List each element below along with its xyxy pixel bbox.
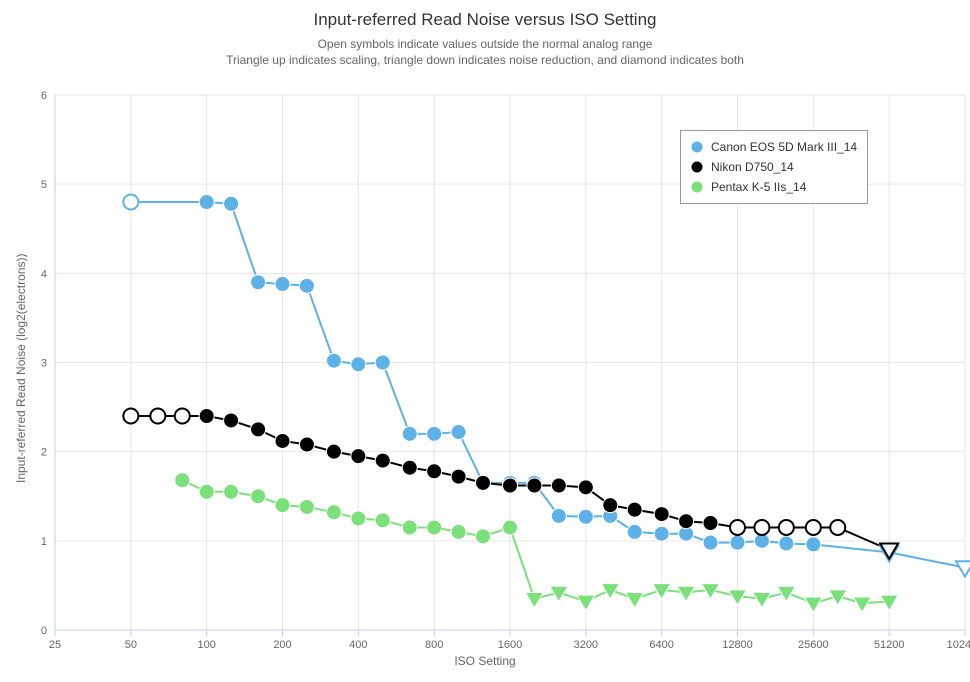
legend-label: Pentax K-5 IIs_14 [711,180,806,194]
y-tick-label: 0 [41,625,47,637]
x-tick-label: 51200 [874,639,905,651]
chart-container: Input-referred Read Noise versus ISO Set… [0,0,970,682]
legend-swatch-icon [689,179,705,195]
x-tick-label: 800 [425,639,443,651]
y-tick-label: 2 [41,447,47,459]
legend-label: Canon EOS 5D Mark III_14 [711,140,857,154]
plot-area: 2550100200400800160032006400128002560051… [0,0,970,682]
x-tick-label: 12800 [722,639,753,651]
y-tick-label: 5 [41,179,47,191]
legend-swatch-icon [689,159,705,175]
legend-item[interactable]: Nikon D750_14 [689,157,857,177]
legend-item[interactable]: Canon EOS 5D Mark III_14 [689,137,857,157]
series-markers[interactable] [123,409,898,559]
x-tick-label: 200 [273,639,291,651]
x-tick-label: 6400 [649,639,673,651]
y-tick-label: 6 [41,90,47,102]
x-tick-label: 1600 [498,639,522,651]
x-tick-label: 50 [125,639,137,651]
series-markers[interactable] [123,195,970,577]
legend-item[interactable]: Pentax K-5 IIs_14 [689,177,857,197]
x-tick-label: 3200 [574,639,598,651]
y-tick-label: 1 [41,536,47,548]
series[interactable] [131,202,965,568]
x-tick-label: 400 [349,639,367,651]
y-tick-label: 3 [41,358,47,370]
y-tick-label: 4 [41,268,47,280]
x-tick-label: 102400 [947,639,970,651]
legend-swatch-icon [689,139,705,155]
legend[interactable]: Canon EOS 5D Mark III_14 Nikon D750_14 Pen… [680,130,868,204]
legend-label: Nikon D750_14 [711,160,794,174]
series-line[interactable] [131,202,965,568]
x-tick-label: 25600 [798,639,829,651]
x-tick-label: 100 [197,639,215,651]
x-tick-label: 25 [49,639,61,651]
